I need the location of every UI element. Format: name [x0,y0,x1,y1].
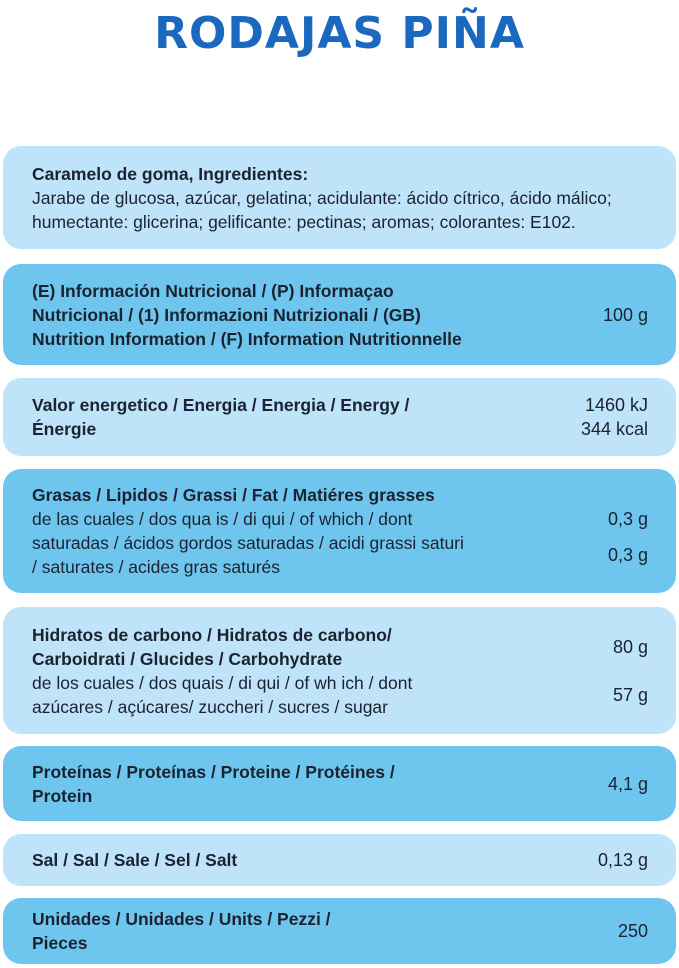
reference-quantity: 100 g [602,304,648,325]
protein-label-1: Proteínas / Proteínas / Proteine / Proté… [32,761,395,782]
energy-kj-value: 1460 kJ [584,395,648,415]
salt-label: Sal / Sal / Sale / Sel / Salt [32,850,238,870]
nutrition-header-line-3: Nutrition Information / (F) Information … [32,328,462,349]
sugars-label-1: de los cuales / dos quais / di qui / of … [32,672,413,693]
ingredients-heading: Caramelo de goma, Ingredientes: [32,163,309,184]
sugars-label-2: azúcares / açúcares/ zuccheri / sucres /… [32,696,388,717]
units-label-1: Unidades / Unidades / Units / Pezzi / [32,909,331,929]
nutrition-header-panel: (E) Información Nutricional / (P) Inform… [3,264,676,365]
units-label-2: Pieces [32,933,88,953]
carbohydrates-panel: Hidratos de carbono / Hidratos de carbon… [3,607,676,734]
sugars-value: 57 g [612,684,648,705]
salt-panel: Sal / Sal / Sale / Sel / Salt 0,13 g [3,834,676,886]
fat-label: Grasas / Lipidos / Grassi / Fat / Matiér… [32,485,435,505]
protein-panel: Proteínas / Proteínas / Proteine / Proté… [3,746,676,821]
protein-label-2: Protein [32,785,93,806]
energy-kcal-value: 344 kcal [580,419,648,439]
energy-label-1: Valor energetico / Energia / Energia / E… [32,395,410,415]
saturates-label-1: saturadas / ácidos gordos saturadas / ac… [32,533,464,553]
carbohydrates-value: 80 g [612,636,648,657]
ingredients-panel: Caramelo de goma, Ingredientes: Jarabe d… [3,146,676,249]
protein-value: 4,1 g [607,773,648,794]
fat-panel: Grasas / Lipidos / Grassi / Fat / Matiér… [3,469,676,593]
fat-of-which-label: de las cuales / dos qua is / di qui / of… [32,509,413,529]
salt-value: 0,13 g [597,850,648,870]
saturates-value: 0,3 g [607,545,648,565]
units-value: 250 [617,921,648,941]
saturates-label-2: / saturates / acides gras saturés [32,557,281,577]
nutrition-header-line-1: (E) Información Nutricional / (P) Inform… [32,280,394,301]
nutrition-header-line-2: Nutricional / (1) Informazioni Nutrizion… [32,304,421,325]
energy-panel: Valor energetico / Energia / Energia / E… [3,378,676,456]
carbohydrates-label-1: Hidratos de carbono / Hidratos de carbon… [32,624,392,645]
product-title: RODAJAS PIÑA [154,8,525,59]
carbohydrates-label-2: Carboidrati / Glucides / Carbohydrate [32,648,343,669]
fat-value: 0,3 g [607,509,648,529]
ingredients-text-1: Jarabe de glucosa, azúcar, gelatina; aci… [32,187,612,208]
energy-label-2: Énergie [32,419,97,439]
units-panel: Unidades / Unidades / Units / Pezzi / Pi… [3,898,676,964]
ingredients-text-2: humectante: glicerina; gelificante: pect… [32,211,576,232]
